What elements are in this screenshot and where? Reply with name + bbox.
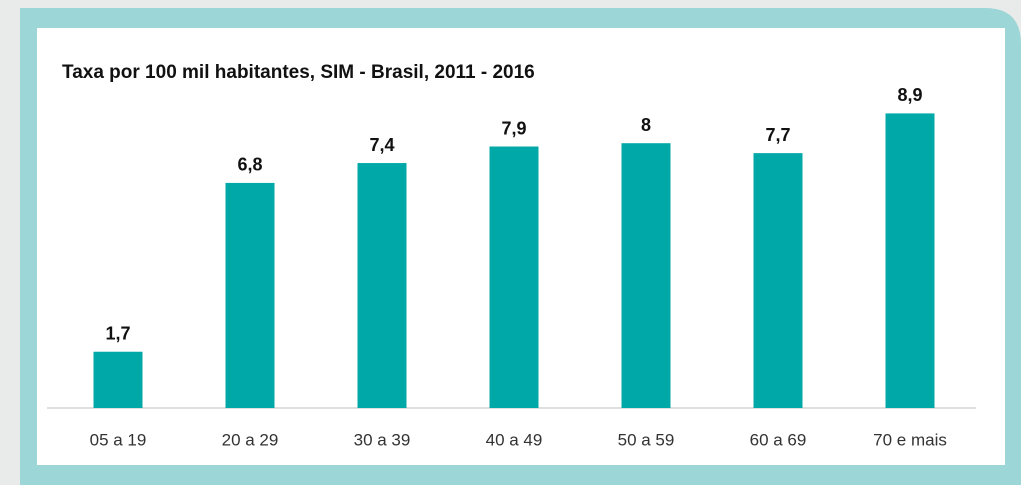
- value-label: 1,7: [105, 323, 130, 343]
- bar: [753, 153, 803, 408]
- bar: [93, 351, 143, 408]
- bar: [489, 146, 539, 408]
- bar: [885, 113, 935, 408]
- x-tick-label: 20 a 29: [222, 430, 279, 449]
- x-tick-label: 50 a 59: [618, 430, 675, 449]
- x-tick-label: 70 e mais: [873, 430, 947, 449]
- bar: [225, 182, 275, 408]
- value-label: 6,8: [237, 155, 262, 175]
- bar: [357, 163, 407, 408]
- chart-title: Taxa por 100 mil habitantes, SIM - Brasi…: [62, 62, 535, 83]
- value-label: 8: [641, 115, 651, 135]
- value-label: 7,7: [765, 125, 790, 145]
- x-tick-label: 40 a 49: [486, 430, 543, 449]
- x-tick-label: 30 a 39: [354, 430, 411, 449]
- bar: [621, 143, 671, 408]
- value-label: 7,4: [369, 135, 394, 155]
- value-label: 7,9: [501, 118, 526, 138]
- x-tick-label: 60 a 69: [750, 430, 807, 449]
- value-label: 8,9: [897, 85, 922, 105]
- x-tick-label: 05 a 19: [90, 430, 147, 449]
